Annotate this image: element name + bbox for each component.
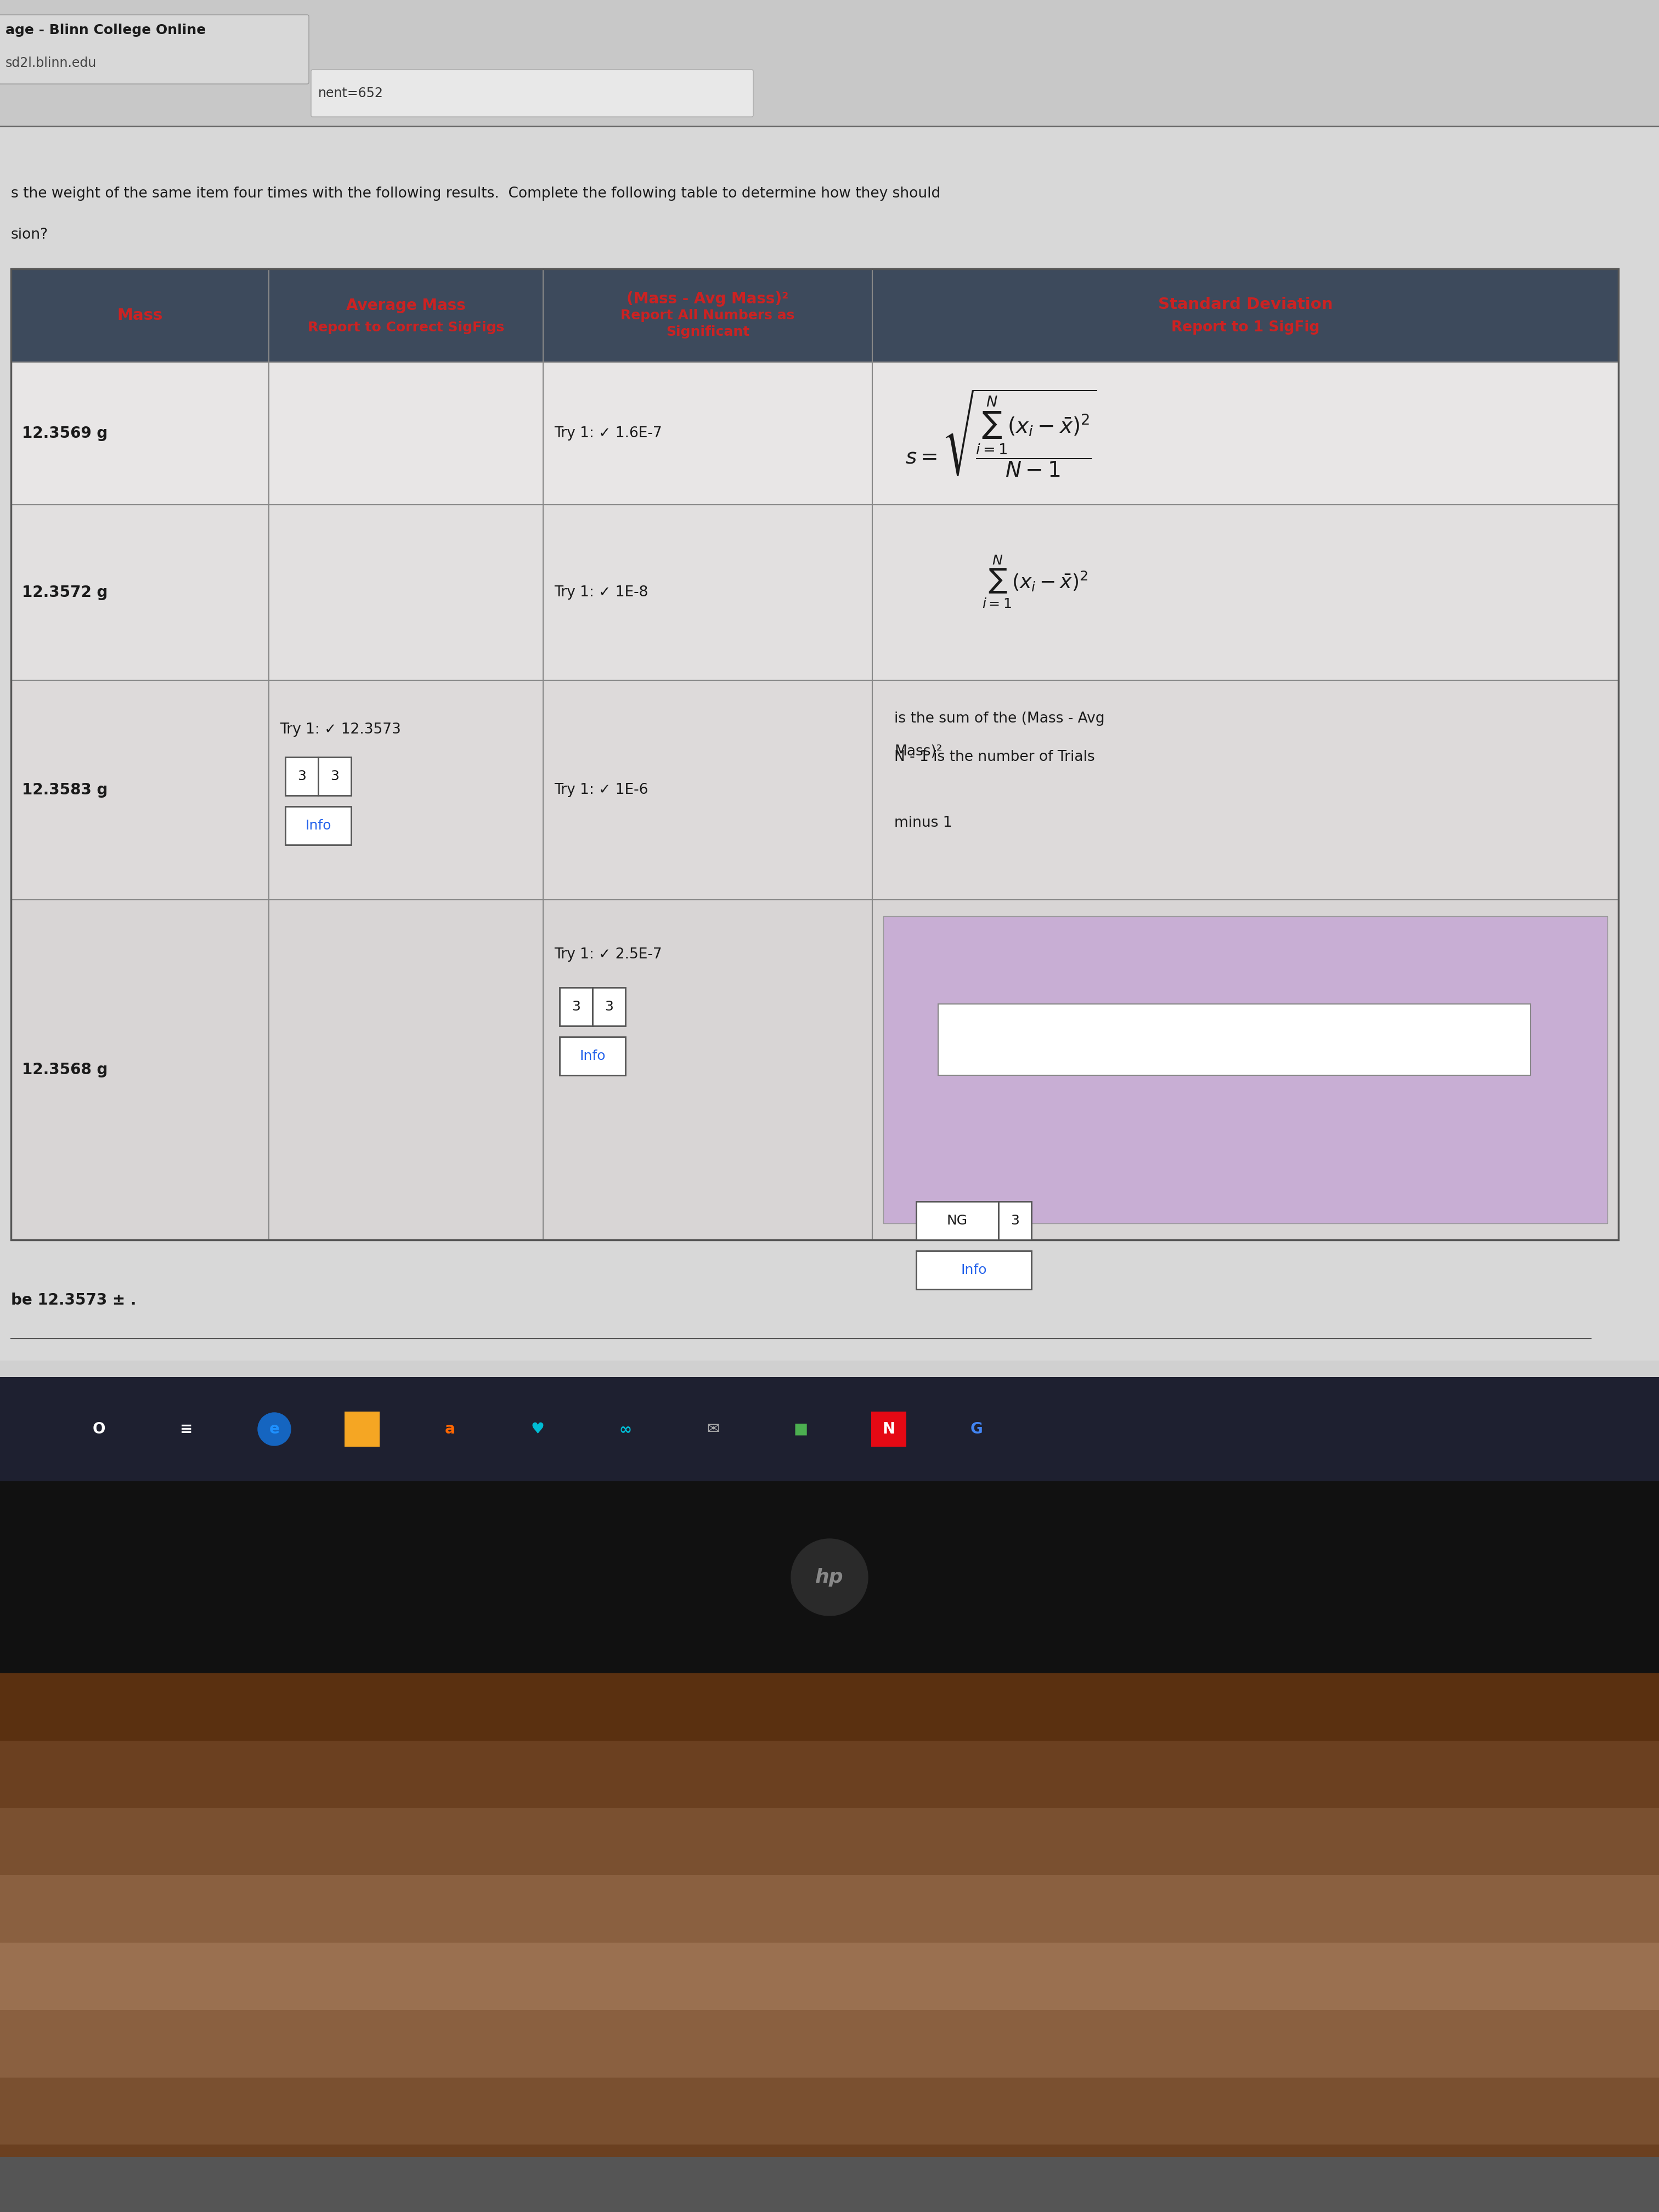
Text: 3: 3 [1010,1214,1019,1228]
FancyBboxPatch shape [12,681,1619,900]
FancyBboxPatch shape [0,0,1659,1482]
Text: G: G [971,1422,982,1438]
Text: hp: hp [815,1568,844,1586]
FancyBboxPatch shape [0,2157,1659,2212]
Text: sion?: sion? [12,228,48,241]
FancyBboxPatch shape [12,270,1619,363]
FancyBboxPatch shape [0,1807,1659,1876]
Text: Report All Numbers as: Report All Numbers as [620,310,795,323]
Text: 12.3569 g: 12.3569 g [22,425,108,440]
Text: Try 1: ✓ 12.3573: Try 1: ✓ 12.3573 [280,723,401,737]
FancyBboxPatch shape [0,1942,1659,2011]
Text: Mass)²: Mass)² [894,745,942,759]
Text: NG: NG [947,1214,967,1228]
Circle shape [609,1413,642,1447]
Circle shape [257,1413,290,1447]
Text: be 12.3573 ± .: be 12.3573 ± . [12,1292,136,1307]
FancyBboxPatch shape [592,987,625,1026]
Text: Mass: Mass [118,307,163,323]
Text: ♥: ♥ [531,1422,544,1438]
FancyBboxPatch shape [285,757,319,796]
Text: 3: 3 [604,1000,614,1013]
FancyBboxPatch shape [0,126,1659,1360]
Text: 3: 3 [572,1000,581,1013]
Text: Info: Info [961,1263,987,1276]
Text: (Mass - Avg Mass)²: (Mass - Avg Mass)² [627,292,788,307]
Circle shape [785,1413,818,1447]
Text: Standard Deviation: Standard Deviation [1158,296,1332,312]
Text: minus 1: minus 1 [894,816,952,830]
Text: Info: Info [305,818,332,832]
FancyBboxPatch shape [12,504,1619,681]
Text: ≡: ≡ [181,1422,192,1438]
Circle shape [697,1413,730,1447]
Text: Try 1: ✓ 2.5E-7: Try 1: ✓ 2.5E-7 [554,947,662,962]
Text: 12.3572 g: 12.3572 g [22,584,108,599]
Text: ✉: ✉ [707,1422,720,1438]
FancyBboxPatch shape [0,1741,1659,1807]
FancyBboxPatch shape [12,900,1619,1241]
Text: Report to 1 SigFig: Report to 1 SigFig [1171,321,1319,334]
Text: e: e [269,1422,279,1438]
FancyBboxPatch shape [0,2077,1659,2146]
Text: 12.3583 g: 12.3583 g [22,783,108,799]
Text: ∞: ∞ [619,1422,632,1438]
FancyBboxPatch shape [0,2011,1659,2077]
Text: 12.3568 g: 12.3568 g [22,1062,108,1077]
Circle shape [433,1413,466,1447]
FancyBboxPatch shape [559,987,592,1026]
Text: sd2l.blinn.edu: sd2l.blinn.edu [5,58,96,69]
FancyBboxPatch shape [0,0,1659,126]
FancyBboxPatch shape [0,1378,1659,1482]
Text: Info: Info [579,1048,606,1062]
Text: Report to Correct SigFigs: Report to Correct SigFigs [307,321,504,334]
Circle shape [521,1413,554,1447]
FancyBboxPatch shape [883,916,1608,1223]
FancyBboxPatch shape [937,1004,1531,1075]
Text: $\sum_{i=1}^{N}(x_i - \bar{x})^2$: $\sum_{i=1}^{N}(x_i - \bar{x})^2$ [982,553,1088,611]
Circle shape [83,1413,114,1447]
Circle shape [791,1540,868,1615]
FancyBboxPatch shape [285,807,352,845]
Text: $s = \sqrt{\dfrac{\sum_{i=1}^{N}(x_i - \bar{x})^2}{N-1}}$: $s = \sqrt{\dfrac{\sum_{i=1}^{N}(x_i - \… [906,389,1097,478]
FancyBboxPatch shape [319,757,352,796]
FancyBboxPatch shape [999,1201,1032,1241]
Text: is the sum of the (Mass - Avg: is the sum of the (Mass - Avg [894,712,1105,726]
FancyBboxPatch shape [916,1201,999,1241]
FancyBboxPatch shape [0,2146,1659,2212]
Text: 3: 3 [297,770,307,783]
Text: ■: ■ [793,1422,808,1438]
Text: s the weight of the same item four times with the following results.  Complete t: s the weight of the same item four times… [12,186,941,201]
FancyBboxPatch shape [0,15,309,84]
Circle shape [171,1413,202,1447]
FancyBboxPatch shape [559,1037,625,1075]
Text: O: O [93,1422,105,1438]
FancyBboxPatch shape [345,1411,380,1447]
Text: Try 1: ✓ 1.6E-7: Try 1: ✓ 1.6E-7 [554,427,662,440]
Text: N - 1 is the number of Trials: N - 1 is the number of Trials [894,750,1095,763]
FancyBboxPatch shape [12,363,1619,504]
Text: Significant: Significant [665,325,750,338]
Text: N: N [883,1422,896,1438]
Text: Average Mass: Average Mass [347,299,466,314]
FancyBboxPatch shape [0,1482,1659,1672]
Circle shape [961,1413,994,1447]
Text: Try 1: ✓ 1E-8: Try 1: ✓ 1E-8 [554,586,649,599]
FancyBboxPatch shape [0,1876,1659,1942]
Text: █: █ [357,1422,368,1438]
Text: nent=652: nent=652 [319,86,383,100]
FancyBboxPatch shape [312,69,753,117]
FancyBboxPatch shape [871,1411,906,1447]
Text: Try 1: ✓ 1E-6: Try 1: ✓ 1E-6 [554,783,649,796]
Text: a: a [445,1422,455,1438]
FancyBboxPatch shape [0,1672,1659,1741]
Text: age - Blinn College Online: age - Blinn College Online [5,24,206,38]
FancyBboxPatch shape [916,1250,1032,1290]
Text: 3: 3 [330,770,338,783]
